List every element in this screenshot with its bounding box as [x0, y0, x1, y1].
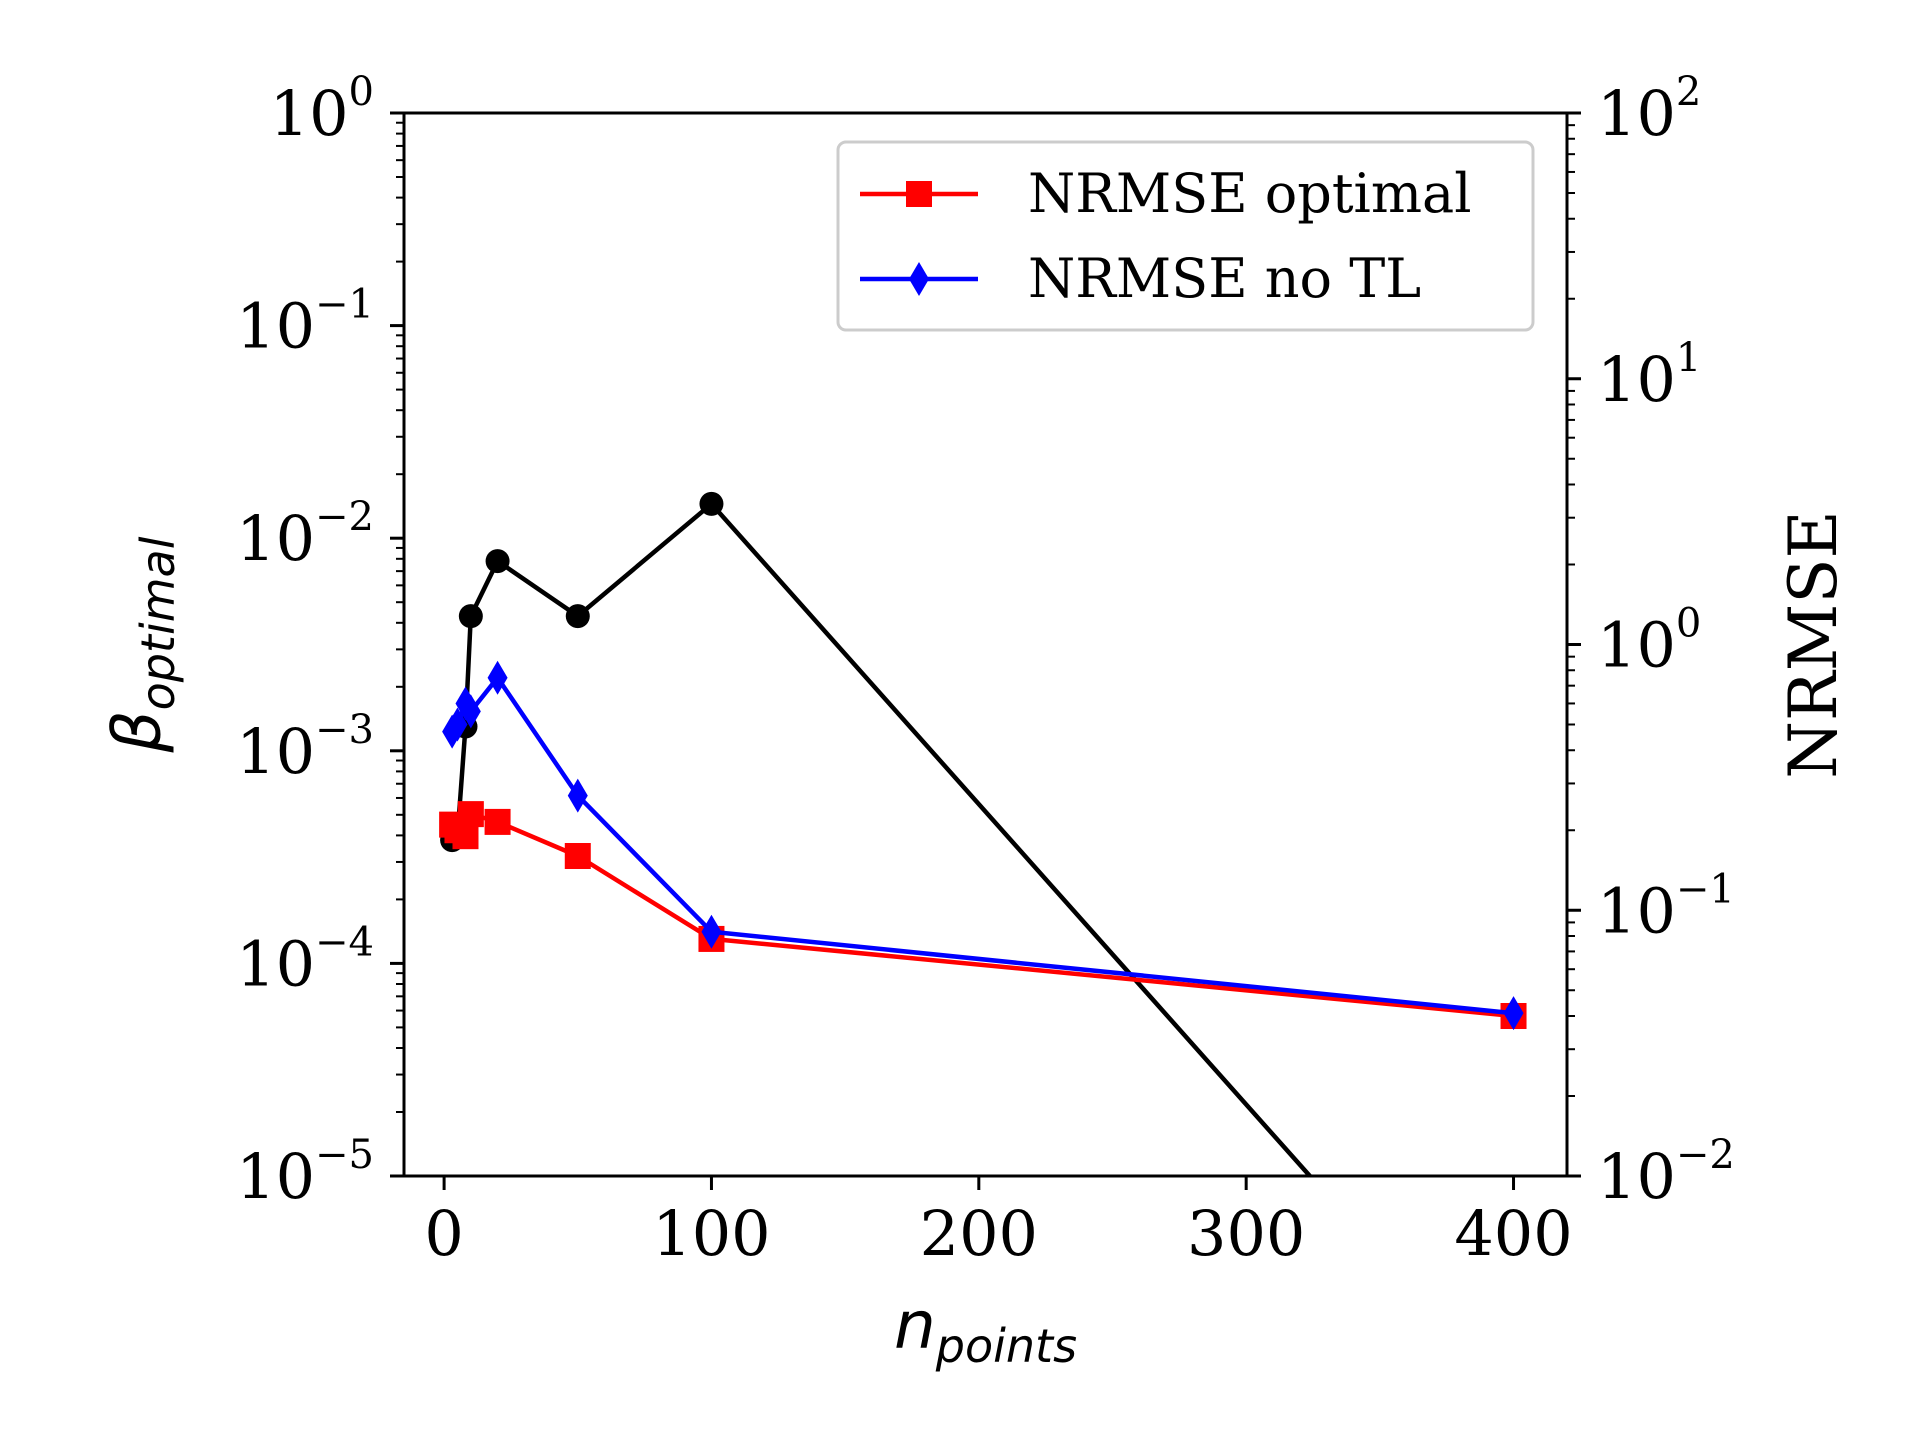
x-tick-label: 400	[1454, 1197, 1572, 1270]
legend-box	[836, 140, 1535, 332]
data-point	[565, 604, 590, 629]
data-point	[699, 491, 724, 516]
y-left-tick-label: 10−4	[236, 919, 374, 1000]
x-tick-label: 0	[424, 1197, 463, 1270]
y-left-axis-label: βoptimal	[99, 536, 185, 753]
legend-label: NRMSE no TL	[1028, 247, 1421, 310]
data-point	[484, 808, 511, 835]
data-point	[1503, 996, 1524, 1031]
data-point	[452, 823, 479, 850]
y-right-tick-label: 101	[1597, 335, 1701, 416]
y-left-tick-label: 100	[270, 69, 374, 150]
y-left-tick-label: 10−2	[236, 494, 374, 575]
axes-layer: 0 100 200 300 400 100 10−1 10−2 10−3 10−4 10−5 102 1…	[99, 69, 1852, 1373]
data-point	[487, 660, 508, 695]
y-left-tick-label: 10−1	[236, 282, 374, 363]
series-nrmse-no-tl	[442, 660, 1524, 1031]
x-tick-label: 100	[652, 1197, 770, 1270]
y-left-tick-label: 10−3	[236, 707, 374, 788]
series-beta-optimal	[440, 491, 1526, 1417]
y-right-tick-label: 10−1	[1597, 866, 1735, 947]
x-tick-label: 200	[920, 1197, 1038, 1270]
y-right-axis-label: NRMSE	[1775, 510, 1852, 778]
data-point	[564, 843, 591, 870]
series-line	[450, 811, 1514, 1019]
data-point	[447, 707, 468, 742]
legend-swatch-marker	[906, 181, 932, 207]
y-left-tick-label: 10−5	[236, 1132, 374, 1213]
legend-label: NRMSE optimal	[1028, 162, 1472, 225]
x-axis-label: npoints	[894, 1287, 1077, 1373]
data-point	[1502, 1393, 1526, 1417]
legend: NRMSE optimal NRMSE no TL	[836, 140, 1535, 332]
data-point	[457, 801, 484, 828]
data-point	[567, 778, 588, 813]
legend-swatch-marker	[909, 262, 929, 296]
y-right-tick-label: 102	[1597, 69, 1701, 150]
data-point	[701, 914, 722, 949]
data-point	[458, 604, 483, 629]
data-point	[460, 694, 481, 729]
data-point	[485, 549, 510, 574]
legend-entry: NRMSE optimal	[860, 162, 1472, 225]
legend-entry: NRMSE no TL	[860, 247, 1421, 310]
series-nrmse-optimal	[439, 801, 1527, 1030]
x-tick-label: 300	[1187, 1197, 1305, 1270]
y-right-tick-label: 10−2	[1597, 1132, 1735, 1213]
y-right-tick-label: 100	[1597, 601, 1701, 682]
series-layer	[439, 491, 1527, 1417]
